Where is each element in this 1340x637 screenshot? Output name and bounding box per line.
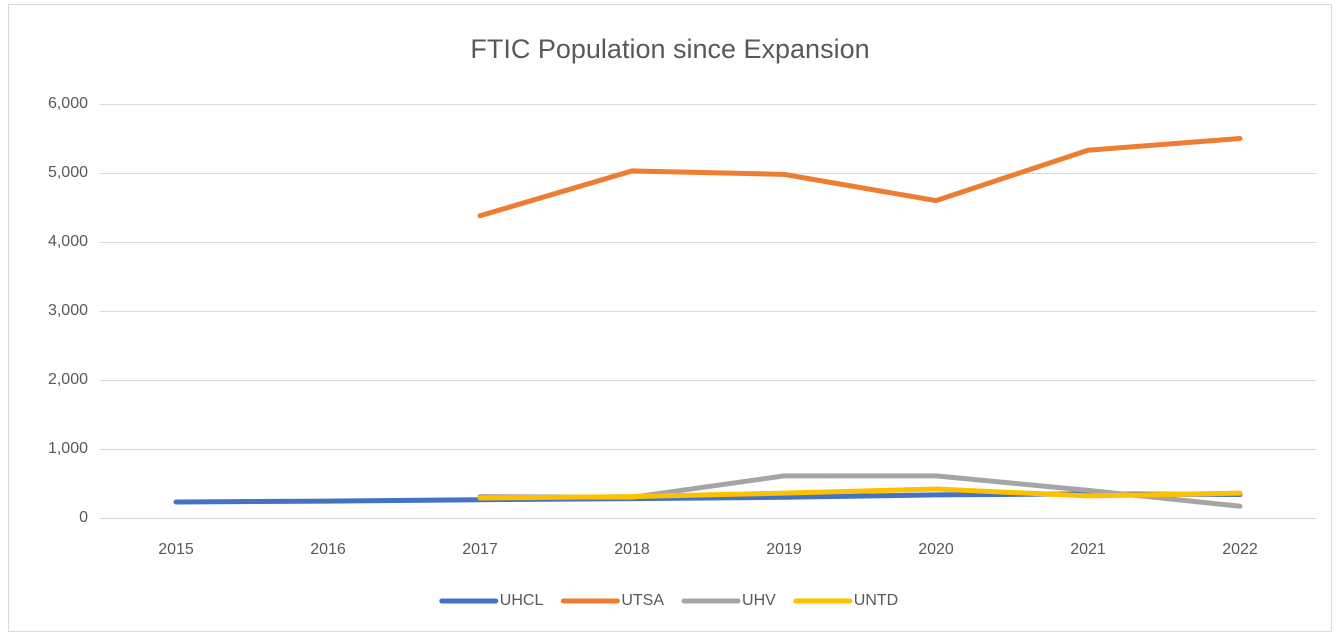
y-tick-label: 3,000 xyxy=(48,302,88,319)
y-tick-label: 0 xyxy=(79,509,88,526)
x-tick-label: 2020 xyxy=(918,541,954,558)
legend-item: UTSA xyxy=(560,592,664,609)
legend-label: UNTD xyxy=(854,592,898,609)
legend-label: UTSA xyxy=(621,592,664,609)
y-tick-label: 2,000 xyxy=(48,371,88,388)
y-tick-label: 4,000 xyxy=(48,233,88,250)
legend: UHCL UTSA UHV UNTD xyxy=(439,592,898,609)
y-tick-label: 1,000 xyxy=(48,440,88,457)
legend-item: UHV xyxy=(681,592,776,609)
y-tick-label: 5,000 xyxy=(48,164,88,181)
x-tick-label: 2019 xyxy=(766,541,802,558)
legend-label: UHV xyxy=(742,592,776,609)
lines xyxy=(173,136,1243,509)
x-tick-label: 2021 xyxy=(1070,541,1106,558)
x-tick-label: 2018 xyxy=(614,541,650,558)
chart-border xyxy=(8,4,1332,632)
chart-title: FTIC Population since Expansion xyxy=(470,34,869,64)
legend-item: UHCL xyxy=(439,592,544,609)
x-tick-label: 2015 xyxy=(158,541,194,558)
x-tick-label: 2022 xyxy=(1222,541,1258,558)
x-tick-label: 2017 xyxy=(462,541,498,558)
legend-item: UNTD xyxy=(793,592,898,609)
series-line xyxy=(477,486,1243,501)
grid: 0 1,000 2,000 3,000 4,000 5,000 6,000 2015 2016 2… xyxy=(48,95,1316,558)
series-line xyxy=(477,136,1243,219)
x-tick-label: 2016 xyxy=(310,541,346,558)
y-tick-label: 6,000 xyxy=(48,95,88,112)
legend-label: UHCL xyxy=(500,592,544,609)
